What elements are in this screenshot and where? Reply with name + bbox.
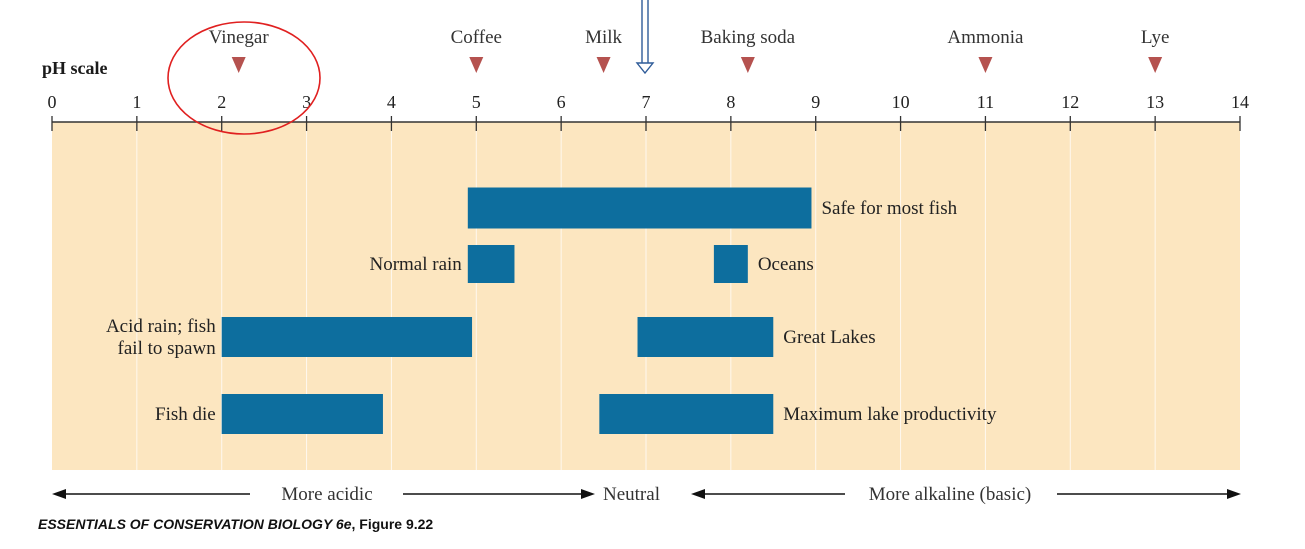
bar-oceans (714, 245, 748, 283)
tick-label-12: 12 (1061, 92, 1079, 112)
acidic-arrowhead (52, 489, 66, 499)
bar-safe-for-most-fish (468, 188, 812, 229)
bar-label-maximum-lake-productivity: Maximum lake productivity (783, 404, 997, 425)
substance-marker-vinegar (232, 57, 246, 73)
bar-fish-die (222, 394, 383, 434)
substance-label-coffee: Coffee (451, 27, 502, 48)
tick-label-1: 1 (132, 92, 141, 112)
bar-label-acid-rain-fish-fail-to-spawn-2: fail to spawn (118, 338, 217, 359)
bar-label-acid-rain-fish-fail-to-spawn-1: Acid rain; fish (106, 316, 216, 337)
pointer-arrow (637, 0, 653, 73)
caption-figure: , Figure 9.22 (352, 516, 434, 532)
substance-label-lye: Lye (1141, 27, 1170, 48)
substance-label-milk: Milk (585, 27, 622, 48)
neutral-arrowhead-left (581, 489, 595, 499)
tick-label-2: 2 (217, 92, 226, 112)
label-more-acidic: More acidic (281, 484, 372, 505)
bar-acid-rain-fish-fail-to-spawn (222, 317, 472, 357)
figure-caption: ESSENTIALS OF CONSERVATION BIOLOGY 6e, F… (38, 516, 433, 532)
x-axis-tick-labels: 0 1 2 3 4 5 6 7 8 9 10 11 12 13 14 (48, 92, 1250, 112)
substance-label-vinegar: Vinegar (209, 27, 270, 48)
alkaline-arrowhead (1227, 489, 1241, 499)
tick-label-0: 0 (48, 92, 57, 112)
tick-label-8: 8 (726, 92, 735, 112)
tick-label-10: 10 (892, 92, 910, 112)
substance-markers: Vinegar Coffee Milk Baking soda Ammonia Lye (209, 27, 1170, 73)
tick-label-13: 13 (1146, 92, 1164, 112)
bar-maximum-lake-productivity (599, 394, 773, 434)
pointer-arrowhead (637, 63, 653, 73)
bar-great-lakes (638, 317, 774, 357)
bar-label-normal-rain: Normal rain (369, 254, 462, 275)
substance-label-baking-soda: Baking soda (701, 27, 796, 48)
tick-label-11: 11 (977, 92, 994, 112)
tick-label-5: 5 (472, 92, 481, 112)
caption-title: ESSENTIALS OF CONSERVATION BIOLOGY 6e (38, 516, 352, 532)
direction-arrows: More acidic Neutral More alkaline (basic) (52, 484, 1241, 505)
substance-marker-milk (597, 57, 611, 73)
label-neutral: Neutral (603, 484, 660, 505)
tick-label-14: 14 (1231, 92, 1249, 112)
substance-marker-coffee (469, 57, 483, 73)
label-more-alkaline: More alkaline (basic) (869, 484, 1031, 505)
bar-label-fish-die: Fish die (155, 404, 216, 425)
substance-marker-lye (1148, 57, 1162, 73)
tick-label-9: 9 (811, 92, 820, 112)
bar-label-safe-for-most-fish: Safe for most fish (821, 198, 957, 219)
bar-normal-rain (468, 245, 515, 283)
tick-label-4: 4 (387, 92, 396, 112)
pointer-arrow-shaft (642, 0, 648, 64)
bar-label-oceans: Oceans (758, 254, 814, 275)
substance-marker-ammonia (978, 57, 992, 73)
bar-label-great-lakes: Great Lakes (783, 327, 875, 348)
neutral-arrowhead-right (691, 489, 705, 499)
substance-marker-baking-soda (741, 57, 755, 73)
tick-label-6: 6 (557, 92, 566, 112)
substance-label-ammonia: Ammonia (947, 27, 1024, 48)
axis-label: pH scale (42, 58, 108, 78)
tick-label-7: 7 (642, 92, 651, 112)
